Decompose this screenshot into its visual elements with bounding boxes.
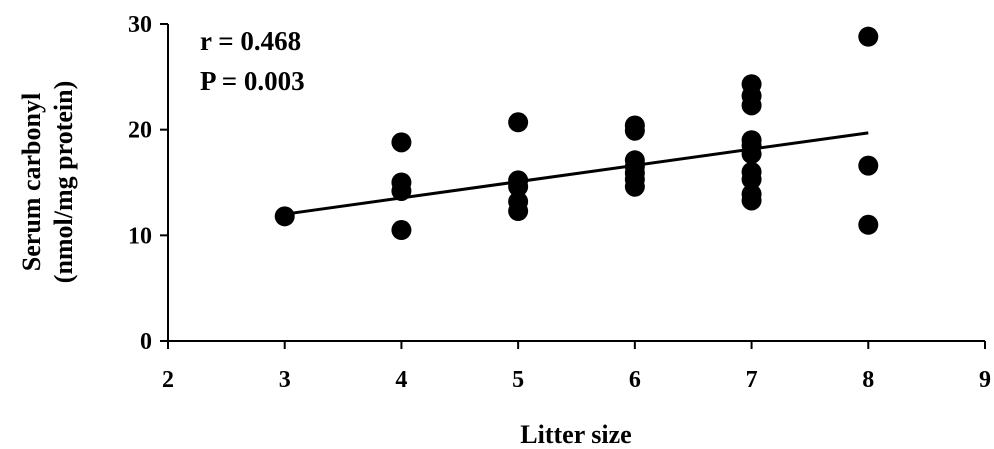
y-tick-label-30: 30 — [128, 12, 152, 38]
x-tick-label-9: 9 — [979, 367, 991, 393]
data-point-6 — [508, 112, 529, 133]
data-point-4 — [391, 180, 412, 201]
data-point-17 — [624, 176, 645, 197]
data-point-25 — [741, 169, 762, 190]
x-tick-label-7: 7 — [746, 367, 758, 393]
data-point-23 — [741, 143, 762, 164]
data-point-30 — [858, 214, 879, 235]
data-point-12 — [624, 120, 645, 141]
x-tick-label-3: 3 — [279, 367, 291, 393]
trendline — [284, 131, 869, 216]
x-tick-label-6: 6 — [629, 367, 641, 393]
annotation-p: P = 0.003 — [200, 66, 305, 96]
data-point-1 — [274, 206, 295, 227]
y-axis-title-line2: (nmol/mg protein) — [49, 81, 78, 283]
data-point-2 — [391, 132, 412, 153]
annotation-r: r = 0.468 — [200, 26, 301, 56]
data-point-27 — [741, 190, 762, 211]
y-tick-label-10: 10 — [128, 223, 152, 249]
y-axis-title-line1: Serum carbonyl — [17, 93, 46, 271]
x-tick-label-8: 8 — [862, 367, 874, 393]
data-point-5 — [391, 220, 412, 241]
x-tick-label-2: 2 — [162, 367, 174, 393]
data-point-10 — [508, 201, 529, 222]
data-point-20 — [741, 95, 762, 116]
plot-marks — [274, 26, 879, 241]
y-tick-label-20: 20 — [128, 118, 152, 144]
data-point-8 — [508, 176, 529, 197]
y-axis-ticks: 0 10 20 30 — [128, 12, 168, 355]
data-point-29 — [858, 155, 879, 176]
x-axis-ticks: 2 3 4 5 6 7 8 9 — [162, 341, 991, 393]
data-point-28 — [858, 26, 879, 47]
y-tick-label-0: 0 — [140, 329, 152, 355]
x-axis-title: Litter size — [520, 420, 631, 449]
x-tick-label-5: 5 — [512, 367, 524, 393]
x-tick-label-4: 4 — [395, 367, 407, 393]
